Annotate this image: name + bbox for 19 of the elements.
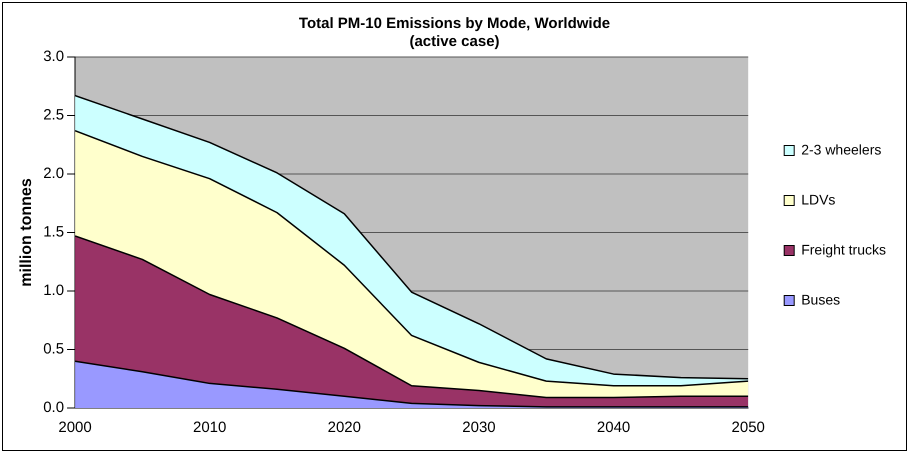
- chart-title: Total PM-10 Emissions by Mode, Worldwide (active case): [298, 15, 610, 50]
- legend-label: Freight trucks: [801, 241, 886, 258]
- x-tick-label: 2050: [732, 419, 765, 436]
- y-tick-label: 1.5: [43, 224, 64, 241]
- x-tick-label: 2000: [58, 419, 92, 436]
- y-tick-label: 2.0: [43, 165, 64, 182]
- legend-label: 2-3 wheelers: [801, 141, 882, 158]
- y-tick-label: 3.0: [43, 48, 64, 66]
- x-tick-label: 2020: [328, 419, 361, 436]
- x-tick-label: 2030: [462, 419, 496, 436]
- y-tick-label: 0.5: [43, 340, 64, 358]
- legend-label: LDVs: [801, 191, 836, 208]
- y-tick-label: 0.0: [43, 399, 64, 416]
- y-tick-label: 2.5: [43, 106, 64, 124]
- legend-label: Buses: [801, 291, 840, 308]
- y-tick-label: 1.0: [43, 282, 64, 300]
- x-tick-label: 2010: [192, 419, 226, 436]
- y-axis-title: million tonnes: [18, 178, 36, 287]
- x-tick-label: 2040: [596, 419, 630, 436]
